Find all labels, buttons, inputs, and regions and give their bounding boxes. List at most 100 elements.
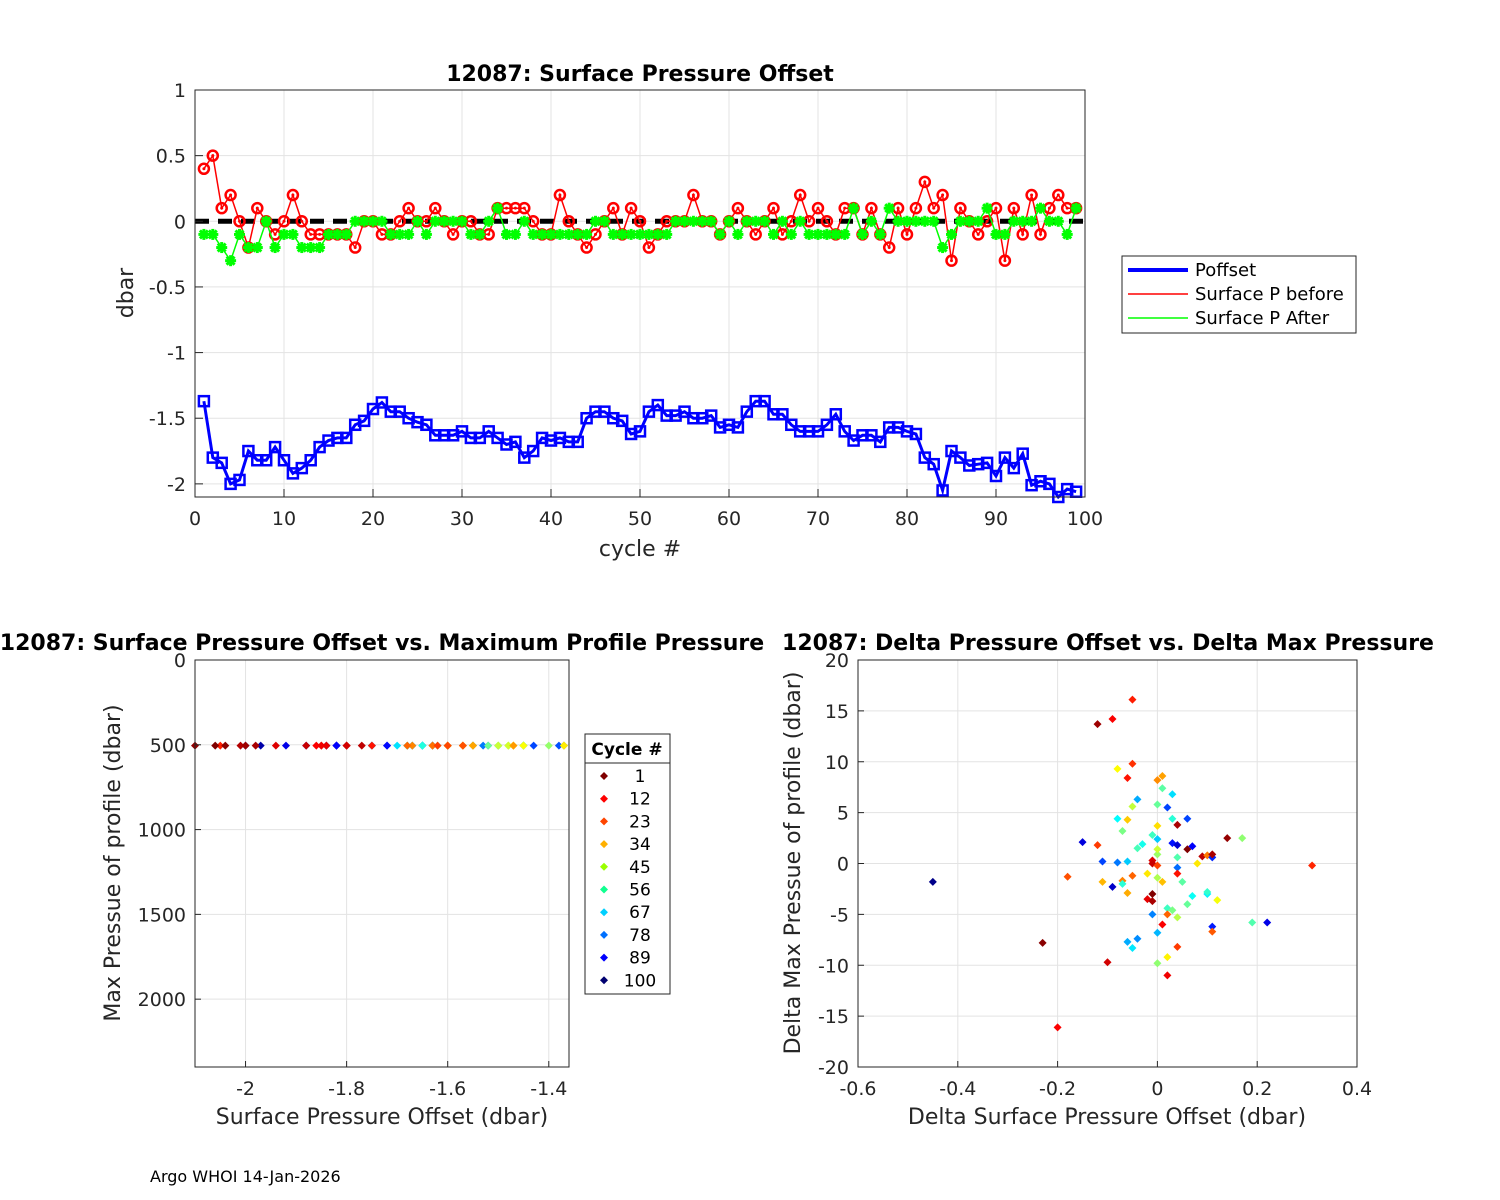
poffset-marker	[357, 414, 371, 428]
delta-point	[1153, 776, 1162, 785]
after-marker	[723, 215, 735, 227]
maxp-point	[418, 741, 427, 750]
poffset-marker	[820, 418, 834, 432]
maxp-y-tick-label: 1000	[138, 820, 186, 842]
offset-x-tick-label: 10	[272, 508, 296, 530]
delta-point	[1128, 871, 1137, 880]
after-marker	[251, 242, 263, 254]
before-marker	[1016, 228, 1029, 241]
before-marker-dot	[433, 206, 437, 210]
delta-y-tick-label: 20	[825, 650, 849, 672]
maxp-x-ticks: -2 -1.8 -1.6 -1.4	[236, 1061, 567, 1100]
poffset-marker	[455, 425, 469, 438]
offset-y-ticks: 1 0.5 0 -0.5 -1 -1.5 -2	[149, 80, 203, 496]
poffset-marker	[197, 394, 211, 408]
delta-point	[1123, 937, 1132, 946]
after-marker	[946, 228, 957, 240]
poffset-marker	[829, 408, 843, 421]
poffset-marker	[874, 435, 887, 449]
delta-point	[1153, 800, 1162, 809]
delta-point	[1123, 774, 1132, 783]
offset-x-tick-label: 40	[539, 508, 563, 530]
before-marker	[687, 188, 700, 202]
before-marker	[1034, 228, 1047, 241]
cycle-legend-marker	[600, 885, 608, 894]
poffset-marker	[491, 431, 504, 445]
before-marker	[553, 188, 567, 202]
delta-point	[1133, 844, 1142, 853]
delta-point	[1128, 759, 1137, 768]
before-marker-dot	[807, 219, 811, 223]
offset-y-tick-label: 0	[174, 211, 186, 233]
delta-points	[928, 695, 1317, 1032]
delta-point	[1213, 896, 1222, 905]
maxp-point	[544, 741, 553, 750]
before-marker	[767, 201, 780, 215]
delta-y-tick-label: 0	[837, 854, 849, 876]
after-marker	[794, 215, 806, 227]
delta-point	[1208, 922, 1217, 931]
after-marker	[518, 215, 530, 227]
poffset-marker	[295, 461, 309, 475]
delta-point	[1168, 814, 1177, 823]
delta-x-tick-label: -0.6	[839, 1078, 876, 1100]
before-marker-dot	[380, 232, 384, 236]
delta-point	[1178, 877, 1187, 886]
after-marker	[999, 228, 1011, 240]
after-marker	[314, 242, 326, 254]
delta-chart-title: 12087: Delta Pressure Offset vs. Delta M…	[782, 631, 1434, 656]
maxp-point	[458, 741, 467, 750]
before-marker-dot	[736, 206, 740, 210]
cycle-legend-label: 34	[629, 835, 651, 855]
after-marker	[572, 228, 584, 240]
delta-point	[1098, 857, 1107, 866]
cycle-legend-marker	[600, 794, 608, 803]
after-marker	[1052, 215, 1064, 227]
offset-y-tick-label: 0.5	[156, 146, 186, 168]
before-marker-dot	[273, 232, 277, 236]
delta-point	[1173, 869, 1182, 878]
before-marker	[348, 241, 362, 254]
offset-chart: 0 10 20 30 40 50 60 70 80 90 100 1 0.5 0 -0.5 -1 -1.5 -2…	[114, 62, 1357, 562]
cycle-legend-marker	[600, 953, 608, 962]
before-marker	[251, 201, 264, 215]
before-marker-dot	[994, 206, 998, 210]
maxp-point	[559, 741, 568, 750]
delta-x-tick-label: -0.2	[1039, 1078, 1076, 1100]
before-marker	[811, 201, 825, 215]
cycle-legend-marker	[600, 908, 608, 917]
before-marker-dot	[513, 206, 517, 210]
after-marker	[679, 215, 690, 227]
after-marker	[981, 202, 993, 214]
before-marker	[295, 215, 309, 228]
after-marker	[785, 228, 797, 240]
delta-point	[1173, 841, 1182, 850]
before-marker	[945, 254, 958, 267]
after-marker	[750, 215, 762, 227]
delta-point	[1108, 882, 1117, 891]
offset-x-tick-label: 100	[1067, 508, 1103, 530]
before-marker-dot	[1030, 193, 1034, 197]
before-marker-dot	[585, 246, 589, 250]
maxp-point	[271, 741, 280, 750]
delta-point	[1093, 841, 1102, 850]
delta-point	[1183, 845, 1192, 854]
poffset-marker	[1007, 461, 1021, 475]
before-marker-dot	[469, 219, 473, 223]
delta-point	[1113, 858, 1122, 867]
after-marker	[225, 255, 237, 267]
delta-point	[1183, 900, 1192, 909]
after-marker	[403, 228, 415, 240]
after-marker	[1017, 215, 1029, 227]
delta-x-label: Delta Surface Pressure Offset (dbar)	[908, 1105, 1306, 1130]
maxp-point	[393, 741, 402, 750]
before-marker-dot	[798, 193, 802, 197]
before-marker-dot	[1047, 206, 1051, 210]
delta-point	[1113, 764, 1122, 773]
before-marker-dot	[300, 219, 304, 223]
delta-point	[1113, 814, 1122, 823]
offset-x-tick-label: 20	[361, 508, 385, 530]
delta-point	[1158, 877, 1167, 886]
delta-point	[1148, 910, 1157, 919]
cycle-legend-title: Cycle #	[591, 740, 662, 760]
